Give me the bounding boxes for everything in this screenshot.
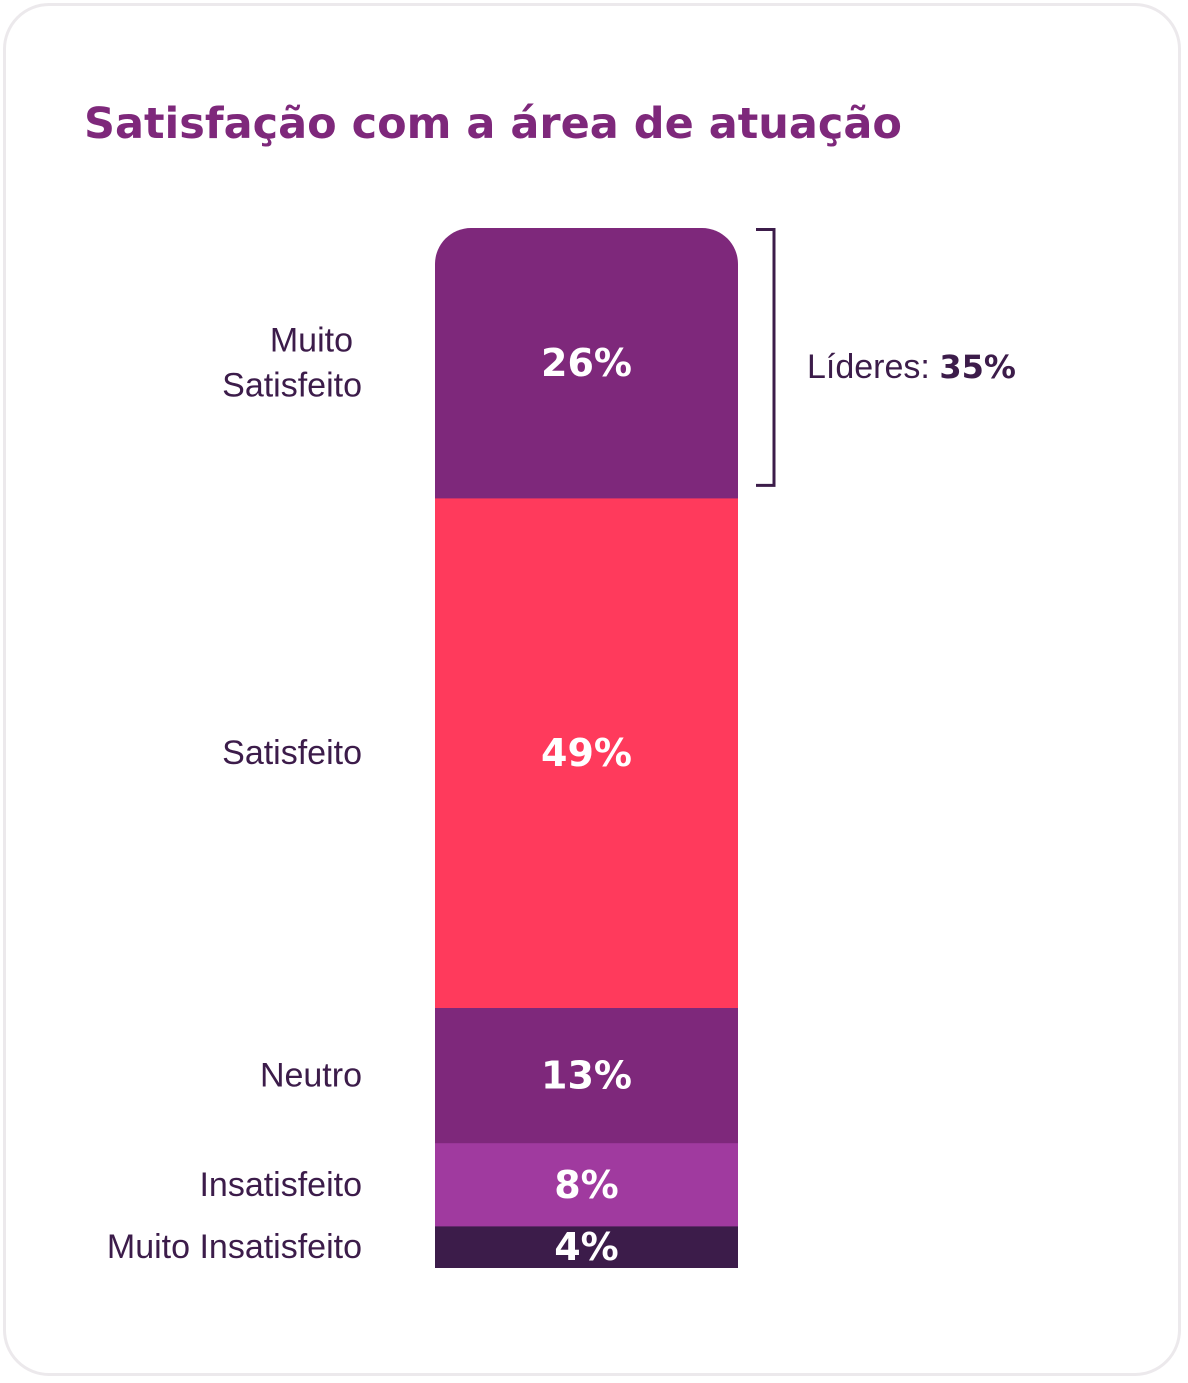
bar-segment-2 [435,498,738,1009]
leader-bracket [756,228,776,487]
bar-segment-1 [435,228,738,499]
leader-annotation: Líderes: 35% [807,348,1016,386]
value-label-3: 13% [541,1054,632,1098]
category-label-line: Insatisfeito [199,1166,362,1204]
category-label-line: Satisfeito [222,734,362,772]
bar-segment-5 [435,1226,738,1268]
value-labels: 26% 49% 13% 8% 4% [541,341,632,1269]
value-label-1: 26% [541,341,632,385]
category-label-line: Muito [270,322,353,360]
leader-annotation-value: 35% [939,348,1016,386]
category-label-2: Satisfeito [222,734,362,772]
category-labels: Muito Satisfeito Satisfeito Neutro Insatisfe… [107,322,362,1266]
bar-segment-4 [435,1143,738,1227]
value-label-4: 8% [554,1163,619,1207]
value-label-5: 4% [554,1225,619,1269]
category-label-1: Muito Satisfeito [222,322,362,405]
category-label-4: Insatisfeito [199,1166,362,1204]
category-label-line: Satisfeito [222,367,362,405]
bar-segments [435,228,738,1268]
bar-segment-3 [435,1008,738,1144]
chart-title: Satisfação com a área de atuação [84,99,902,149]
category-label-line: Neutro [260,1057,362,1095]
category-label-line: Muito Insatisfeito [107,1228,362,1266]
category-label-5: Muito Insatisfeito [107,1228,362,1266]
category-label-3: Neutro [260,1057,362,1095]
value-label-2: 49% [541,731,632,775]
leader-annotation-label: Líderes: [807,348,939,386]
